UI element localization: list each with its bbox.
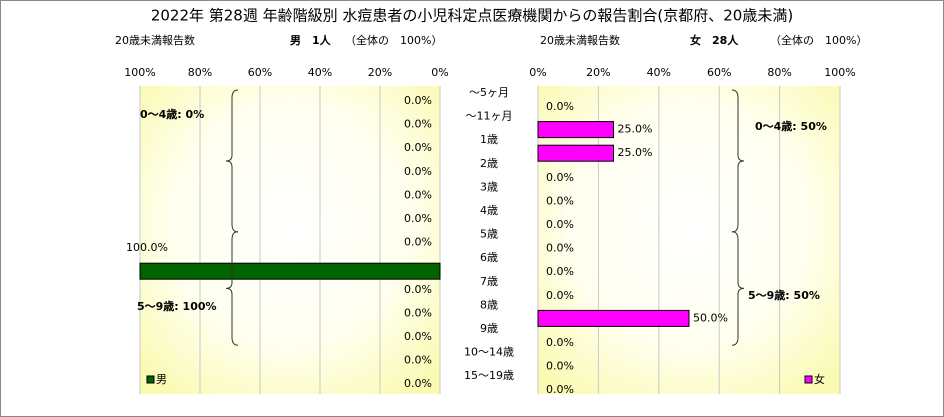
category-label: 1歳 (480, 133, 498, 146)
value-label: 0.0% (546, 171, 574, 184)
value-label: 0.0% (546, 289, 574, 302)
value-label: 0.0% (546, 194, 574, 207)
x-tick-label: 100% (824, 66, 855, 79)
count-label: 男 1人 (290, 33, 332, 47)
category-label: 〜11ヶ月 (466, 110, 513, 123)
x-tick-label: 80% (767, 66, 791, 79)
value-label: 0.0% (404, 283, 432, 296)
bar (537, 121, 614, 139)
category-label: 7歳 (480, 275, 498, 288)
plot-area (140, 86, 440, 394)
value-label: 0.0% (546, 100, 574, 113)
value-label: 0.0% (546, 336, 574, 349)
value-label: 0.0% (546, 242, 574, 255)
value-label: 0.0% (404, 377, 432, 390)
value-label: 0.0% (404, 165, 432, 178)
x-tick-label: 40% (308, 66, 332, 79)
bar (537, 144, 614, 162)
legend-swatch (804, 375, 813, 384)
annotation: 0〜4歳: 50% (755, 119, 827, 133)
annotation: 5〜9歳: 100% (137, 299, 217, 313)
value-label: 0.0% (404, 306, 432, 319)
value-label: 100.0% (126, 241, 168, 254)
share-label: （全体の 100%） (770, 33, 867, 47)
bracket (225, 89, 239, 233)
value-label: 0.0% (404, 141, 432, 154)
value-label: 50.0% (693, 311, 728, 324)
share-label: （全体の 100%） (345, 33, 442, 47)
x-tick-label: 20% (368, 66, 392, 79)
value-label: 0.0% (404, 188, 432, 201)
category-label: 5歳 (480, 228, 498, 241)
category-label: 8歳 (480, 298, 498, 311)
category-label: 3歳 (480, 180, 498, 193)
value-label: 0.0% (546, 360, 574, 373)
bracket (731, 89, 745, 233)
subtitle: 20歳未満報告数 (115, 34, 195, 47)
count-label: 女 28人 (690, 33, 739, 47)
category-label: 2歳 (480, 157, 498, 170)
category-label: 9歳 (480, 322, 498, 335)
legend-label: 男 (156, 373, 167, 386)
bar (537, 309, 690, 327)
value-label: 0.0% (546, 265, 574, 278)
value-label: 0.0% (404, 354, 432, 367)
legend-label: 女 (814, 372, 825, 386)
value-label: 0.0% (404, 94, 432, 107)
category-label: 6歳 (480, 251, 498, 264)
category-label: 15〜19歳 (464, 369, 514, 382)
x-tick-label: 60% (707, 66, 731, 79)
x-tick-label: 80% (188, 66, 212, 79)
annotation: 0〜4歳: 0% (140, 107, 204, 121)
category-label: 10〜14歳 (464, 346, 514, 359)
value-label: 25.0% (618, 146, 653, 159)
category-label: 〜5ヶ月 (469, 86, 509, 99)
bracket (731, 231, 745, 346)
x-tick-label: 0% (529, 66, 546, 79)
value-label: 0.0% (404, 212, 432, 225)
bracket (225, 231, 239, 346)
annotation: 5〜9歳: 50% (748, 288, 820, 302)
x-tick-label: 40% (647, 66, 671, 79)
legend-swatch (146, 375, 155, 384)
category-label: 4歳 (480, 204, 498, 217)
value-label: 0.0% (546, 383, 574, 396)
value-label: 25.0% (618, 123, 653, 136)
x-tick-label: 60% (248, 66, 272, 79)
x-tick-label: 20% (586, 66, 610, 79)
value-label: 0.0% (404, 118, 432, 131)
value-label: 0.0% (546, 218, 574, 231)
value-label: 0.0% (404, 330, 432, 343)
x-tick-label: 100% (124, 66, 155, 79)
value-label: 0.0% (404, 236, 432, 249)
subtitle: 20歳未満報告数 (540, 34, 620, 47)
chart-title: 2022年 第28週 年齢階級別 水痘患者の小児科定点医療機関からの報告割合(京… (151, 7, 793, 25)
bar (139, 262, 441, 280)
x-tick-label: 0% (431, 66, 448, 79)
